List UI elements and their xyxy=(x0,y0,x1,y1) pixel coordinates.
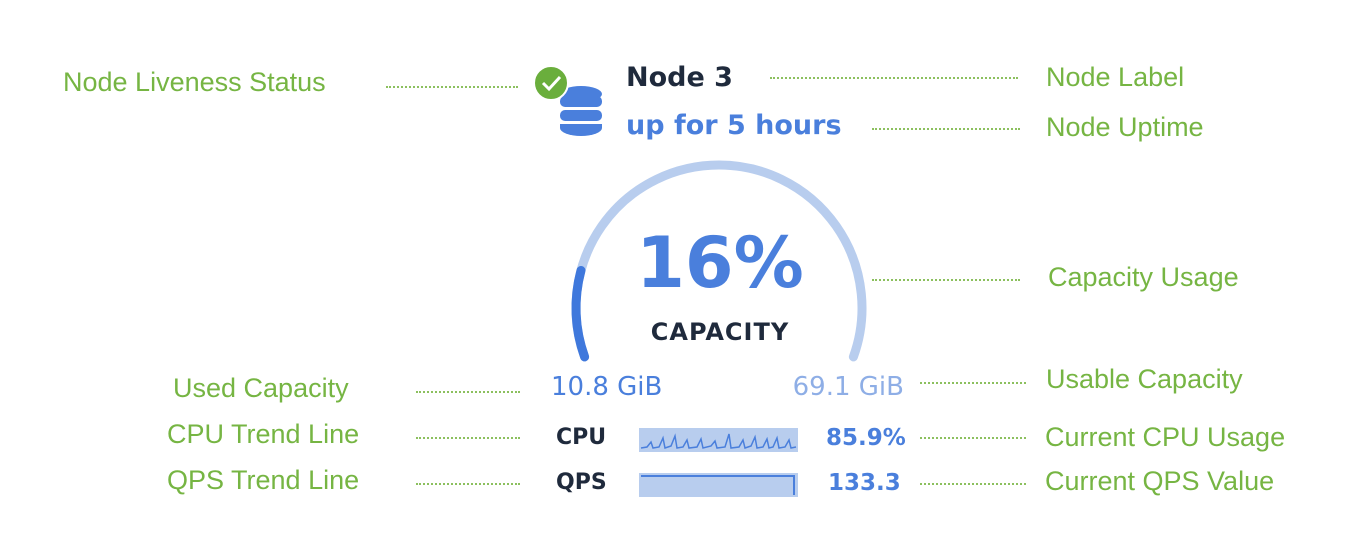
used-capacity: 10.8 GiB xyxy=(551,372,663,402)
capacity-gauge xyxy=(571,160,867,362)
capacity-label: CAPACITY xyxy=(650,318,790,346)
annotation-cpu-trend: CPU Trend Line xyxy=(167,419,360,449)
annotation-capacity-usage: Capacity Usage xyxy=(1048,262,1239,292)
annotation-uptime: Node Uptime xyxy=(1046,112,1204,142)
leader-line xyxy=(770,77,1018,79)
annotation-qps-current: Current QPS Value xyxy=(1045,466,1275,496)
leader-line xyxy=(872,128,1020,130)
check-circle-icon xyxy=(533,65,569,101)
leader-line xyxy=(386,86,518,88)
qps-trend-line xyxy=(639,473,798,497)
leader-line xyxy=(416,437,520,439)
cpu-value: 85.9% xyxy=(826,425,906,451)
leader-line xyxy=(920,483,1026,485)
annotation-used-capacity: Used Capacity xyxy=(173,373,349,403)
node-label: Node 3 xyxy=(626,62,733,93)
annotation-cpu-current: Current CPU Usage xyxy=(1045,422,1286,452)
gauge-used-arc xyxy=(571,266,590,362)
leader-line xyxy=(920,437,1026,439)
annotation-node-label: Node Label xyxy=(1046,62,1185,92)
cpu-label: CPU xyxy=(556,425,607,450)
leader-line xyxy=(872,279,1020,281)
leader-line xyxy=(920,382,1026,384)
qps-value: 133.3 xyxy=(828,470,901,496)
annotation-usable-capacity: Usable Capacity xyxy=(1046,364,1243,394)
annotation-qps-trend: QPS Trend Line xyxy=(167,465,360,495)
leader-line xyxy=(416,391,520,393)
node-uptime: up for 5 hours xyxy=(626,110,842,141)
database-icon xyxy=(560,86,602,136)
leader-line xyxy=(416,483,520,485)
annotation-liveness: Node Liveness Status xyxy=(63,67,326,97)
qps-label: QPS xyxy=(556,470,607,495)
capacity-percent: 16% xyxy=(636,222,804,304)
usable-capacity: 69.1 GiB xyxy=(792,372,904,402)
cpu-trend-line xyxy=(639,428,798,452)
